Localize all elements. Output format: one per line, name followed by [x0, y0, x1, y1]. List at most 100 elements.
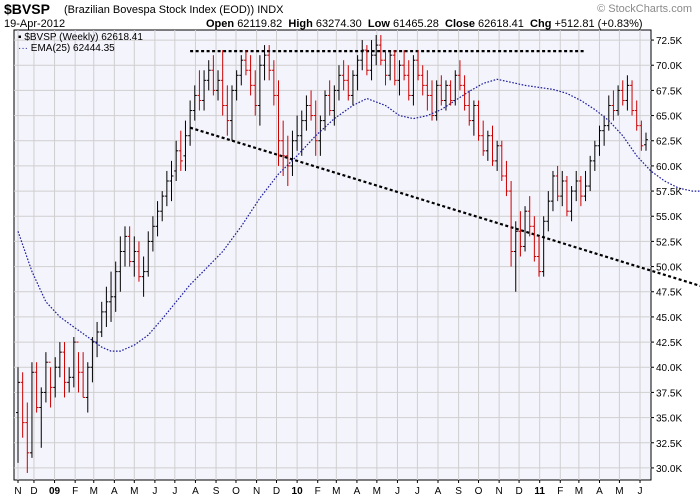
price-bar: [285, 135, 290, 187]
price-bar: [509, 181, 514, 267]
price-bar: [541, 216, 546, 277]
price-bar: [443, 80, 448, 111]
price-bar: [406, 60, 411, 101]
x-tick-label: M: [90, 486, 98, 497]
price-bar: [197, 70, 202, 111]
price-bar: [169, 160, 174, 202]
price-bar: [95, 321, 100, 358]
price-bar: [271, 60, 276, 106]
x-tick-label: F: [315, 486, 321, 497]
price-bar: [234, 70, 239, 101]
price-bar: [25, 402, 30, 473]
price-bar: [392, 50, 397, 86]
price-bar: [276, 80, 281, 166]
price-bar: [229, 85, 234, 141]
price-bar: [257, 55, 262, 126]
x-tick-label: J: [415, 486, 420, 497]
y-tick-label: 42.5K: [656, 338, 682, 349]
price-bar: [416, 50, 421, 81]
x-tick-label: A: [192, 486, 199, 497]
y-tick-label: 60.0K: [656, 162, 682, 173]
low-value: 61465.28: [392, 18, 439, 30]
price-bar: [318, 115, 323, 156]
price-bar: [471, 100, 476, 136]
price-bar: [364, 45, 369, 76]
index-description: (Brazilian Bovespa Stock Index (EOD)) IN…: [64, 4, 283, 16]
price-bar: [16, 367, 20, 463]
x-tick-label: A: [111, 486, 118, 497]
price-bar: [53, 357, 58, 398]
price-bar: [611, 90, 616, 121]
price-bar: [597, 125, 602, 156]
x-tick-label: M: [130, 486, 138, 497]
price-bar: [122, 226, 127, 267]
price-bar: [532, 216, 537, 262]
price-bar: [602, 115, 607, 146]
price-bar: [225, 85, 230, 136]
price-bar: [146, 231, 151, 277]
price-bar: [550, 170, 555, 212]
price-bar: [174, 140, 179, 182]
price-bar: [295, 115, 300, 151]
grid-lines: [14, 30, 651, 480]
price-bar: [504, 160, 509, 197]
price-bar: [67, 367, 72, 393]
x-tick-label: D: [30, 486, 37, 497]
price-bar: [578, 175, 583, 207]
ohlc-readout: Open 62119.82 High 63274.30 Low 61465.28…: [206, 18, 643, 30]
plot-area: [13, 29, 652, 481]
price-bar: [397, 60, 402, 96]
x-tick-label: A: [596, 486, 603, 497]
price-bar: [62, 342, 67, 398]
y-tick-label: 45.0K: [656, 313, 682, 324]
price-bar: [523, 206, 528, 252]
stockcharts-brand[interactable]: © StockCharts.com: [597, 3, 692, 15]
y-tick-label: 65.0K: [656, 112, 682, 123]
price-bar: [202, 70, 207, 111]
chg-value: +512.81 (+0.83%): [554, 18, 643, 30]
price-bar: [141, 256, 146, 297]
x-tick-label: A: [354, 486, 361, 497]
price-bar: [555, 165, 560, 202]
price-bar: [150, 216, 155, 252]
price-bar: [313, 100, 318, 156]
chg-label: Chg: [530, 18, 552, 30]
price-bar: [336, 65, 341, 101]
legend-price: ▪ $BVSP (Weekly) 62618.41: [18, 32, 143, 43]
price-bar: [467, 90, 472, 126]
y-tick-label: 30.0K: [656, 464, 682, 475]
price-bar: [281, 120, 286, 176]
price-bar: [527, 196, 532, 237]
price-bar: [341, 60, 346, 91]
price-bar: [183, 120, 188, 171]
close-label: Close: [445, 18, 475, 30]
high-value: 63274.30: [315, 18, 362, 30]
price-bar: [485, 130, 490, 161]
y-tick-label: 37.5K: [656, 388, 682, 399]
price-bar: [369, 40, 374, 81]
ticker-symbol: $BVSP: [4, 1, 50, 17]
price-bar: [109, 271, 114, 322]
price-bar: [309, 90, 314, 121]
price-bar: [239, 55, 244, 86]
x-tick-label: 09: [49, 486, 61, 497]
price-bar: [588, 155, 593, 192]
close-value: 62618.41: [478, 18, 524, 30]
price-bar: [378, 35, 383, 66]
y-tick-label: 50.0K: [656, 263, 682, 274]
y-tick-label: 67.5K: [656, 86, 682, 97]
low-label: Low: [367, 18, 390, 30]
price-bar: [192, 85, 197, 121]
legend-price-label: $BVSP (Weekly) 62618.41: [24, 32, 143, 43]
description-text: (Brazilian Bovespa Stock Index (EOD)): [64, 4, 255, 16]
price-bar: [569, 186, 574, 222]
y-tick-label: 70.0K: [656, 61, 682, 72]
price-bar: [402, 50, 407, 81]
price-bar: [546, 191, 551, 232]
price-bar: [346, 65, 351, 101]
price-bar: [48, 361, 53, 408]
high-label: High: [288, 18, 313, 30]
price-bar: [81, 352, 86, 398]
